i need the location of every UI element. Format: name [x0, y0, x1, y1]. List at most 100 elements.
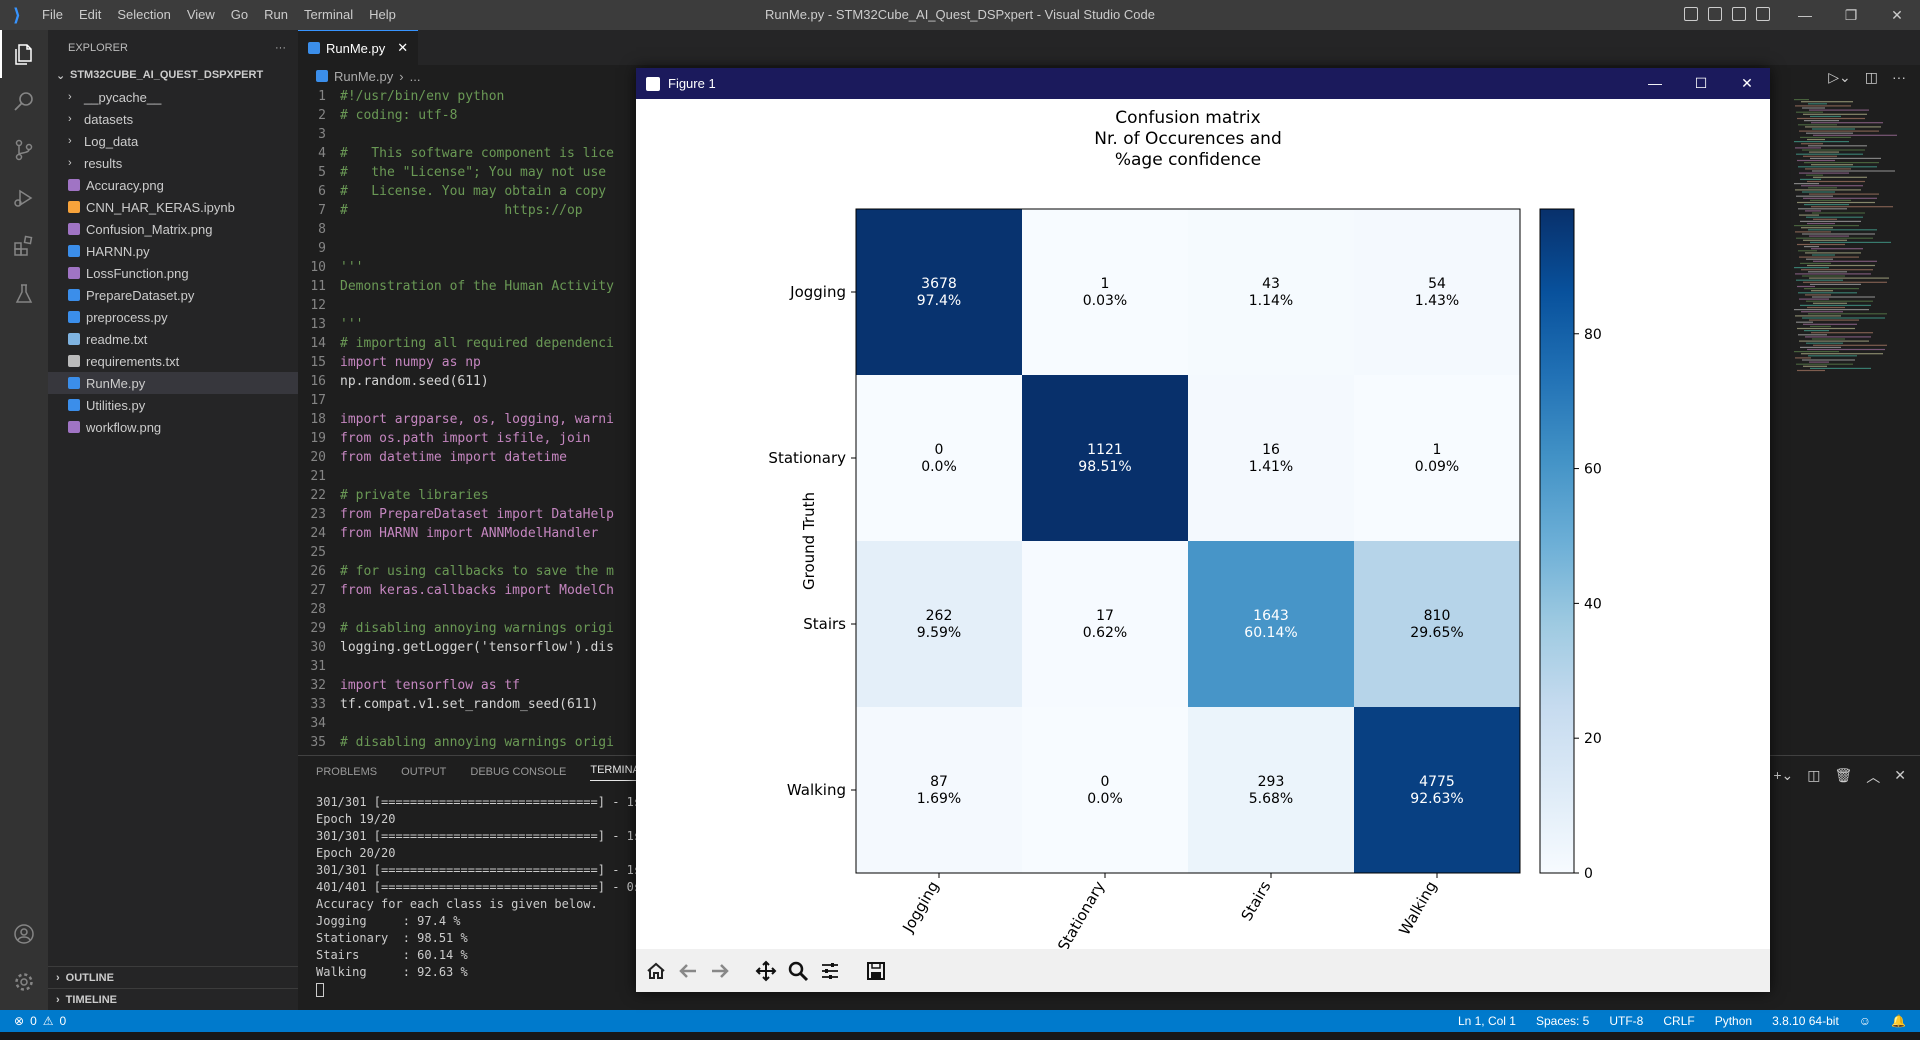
run-debug-icon[interactable] [0, 174, 48, 222]
indentation[interactable]: Spaces: 5 [1535, 1014, 1590, 1028]
tab-problems[interactable]: PROBLEMS [316, 766, 378, 778]
toggle-panel-icon[interactable] [1708, 7, 1722, 21]
file-item[interactable]: workflow.png [48, 416, 298, 438]
timeline-section[interactable]: › TIMELINE [48, 988, 298, 1010]
folder-item[interactable]: › results [48, 152, 298, 174]
line-number: 11 [310, 279, 326, 294]
workspace-root[interactable]: ⌄ STM32CUBE_AI_QUEST_DSPXPERT [48, 65, 298, 86]
file-item[interactable]: LossFunction.png [48, 262, 298, 284]
tab-output[interactable]: OUTPUT [401, 766, 447, 778]
outline-section[interactable]: › OUTLINE [48, 966, 298, 988]
split-editor-icon[interactable]: ◫ [1864, 69, 1878, 85]
minimap-line [1799, 340, 1869, 342]
more-actions-icon[interactable]: ··· [1892, 69, 1906, 85]
file-item[interactable]: PrepareDataset.py [48, 284, 298, 306]
pan-icon[interactable] [752, 957, 780, 985]
extensions-icon[interactable] [0, 222, 48, 270]
search-icon[interactable] [0, 78, 48, 126]
minimize-icon[interactable]: — [1798, 7, 1812, 23]
file-item[interactable]: Accuracy.png [48, 174, 298, 196]
forward-arrow-icon[interactable] [706, 957, 734, 985]
toggle-sidebar-icon[interactable] [1684, 7, 1698, 21]
error-icon[interactable]: ⊗ [14, 1014, 25, 1028]
run-python-file-icon[interactable]: ▷⌄ [1828, 69, 1851, 85]
trash-icon[interactable]: 🗑 [1834, 767, 1853, 783]
explorer-icon[interactable] [0, 30, 48, 78]
figure-maximize-icon[interactable]: ☐ [1694, 75, 1708, 91]
minimap-line [1803, 323, 1857, 325]
testing-icon[interactable] [0, 270, 48, 318]
figure-close-icon[interactable]: ✕ [1741, 75, 1753, 91]
python-interpreter[interactable]: 3.8.10 64-bit [1772, 1014, 1839, 1028]
notifications-icon[interactable]: 🔔 [1891, 1014, 1906, 1028]
file-item[interactable]: Utilities.py [48, 394, 298, 416]
file-item[interactable]: preprocess.py [48, 306, 298, 328]
end-of-line[interactable]: CRLF [1663, 1014, 1695, 1028]
minimap-line [1813, 176, 1867, 178]
close-icon[interactable]: ✕ [1891, 7, 1903, 23]
file-item[interactable]: readme.txt [48, 328, 298, 350]
customize-layout-icon[interactable] [1756, 7, 1770, 21]
minimap-line [1799, 130, 1879, 132]
sidebar-bottom: › OUTLINE › TIMELINE [48, 966, 298, 1010]
language-mode[interactable]: Python [1714, 1014, 1753, 1028]
line-number: 14 [310, 336, 326, 351]
more-actions-icon[interactable]: ··· [275, 41, 286, 54]
zoom-icon[interactable] [784, 957, 812, 985]
encoding[interactable]: UTF-8 [1609, 1014, 1644, 1028]
menu-terminal[interactable]: Terminal [304, 7, 354, 22]
folder-item[interactable]: › datasets [48, 108, 298, 130]
menu-selection[interactable]: Selection [117, 7, 171, 22]
file-item[interactable]: RunMe.py [48, 372, 298, 394]
close-panel-icon[interactable]: ✕ [1894, 767, 1906, 783]
folder-item[interactable]: › Log_data [48, 130, 298, 152]
warning-icon[interactable]: ⚠ [42, 1014, 54, 1028]
file-item[interactable]: requirements.txt [48, 350, 298, 372]
save-icon[interactable] [862, 957, 890, 985]
code-line: 27 from keras.callbacks import ModelCh [298, 581, 638, 600]
minimap-line [1797, 243, 1845, 246]
new-terminal-icon[interactable]: +⌄ [1773, 767, 1794, 783]
tab-debug-console[interactable]: DEBUG CONSOLE [470, 766, 567, 778]
text-icon [68, 355, 80, 367]
menu-file[interactable]: File [42, 7, 63, 22]
home-icon[interactable] [642, 957, 670, 985]
line-text: tf.compat.v1.set_random_seed(611) [340, 697, 599, 712]
toggle-secondary-sidebar-icon[interactable] [1732, 7, 1746, 21]
minimap-line [1808, 187, 1837, 189]
cursor-position[interactable]: Ln 1, Col 1 [1457, 1014, 1516, 1028]
folder-item[interactable]: › __pycache__ [48, 86, 298, 108]
tab-terminal[interactable]: TERMINAL [590, 764, 646, 781]
close-tab-icon[interactable]: ✕ [397, 40, 409, 55]
terminal-output[interactable]: 301/301 [==============================]… [298, 788, 1920, 997]
menu-run[interactable]: Run [264, 7, 288, 22]
warning-count[interactable]: 0 [59, 1014, 67, 1028]
file-item[interactable]: Confusion_Matrix.png [48, 218, 298, 240]
restore-icon[interactable]: ❐ [1844, 7, 1858, 23]
code-editor[interactable]: 1 #!/usr/bin/env python 2 # coding: utf-8 3 4… [298, 87, 638, 777]
minimap-line [1803, 197, 1877, 199]
file-item[interactable]: CNN_HAR_KERAS.ipynb [48, 196, 298, 218]
line-number: 7 [318, 203, 326, 218]
file-item[interactable]: HARNN.py [48, 240, 298, 262]
menu-go[interactable]: Go [230, 7, 249, 22]
tab-runme[interactable]: RunMe.py ✕ [298, 30, 419, 65]
figure-canvas[interactable]: Confusion matrix Nr. of Occurences and %ag… [636, 99, 1770, 971]
accounts-icon[interactable] [0, 910, 48, 958]
breadcrumb-file[interactable]: RunMe.py [334, 68, 394, 84]
figure-minimize-icon[interactable]: — [1648, 75, 1662, 91]
menu-help[interactable]: Help [369, 7, 396, 22]
split-terminal-icon[interactable]: ◫ [1807, 767, 1821, 783]
back-arrow-icon[interactable] [674, 957, 702, 985]
subplots-config-icon[interactable] [816, 957, 844, 985]
settings-gear-icon[interactable] [0, 958, 48, 1006]
breadcrumb-symbol[interactable]: ... [409, 68, 421, 84]
feedback-icon[interactable]: ☺ [1858, 1014, 1872, 1028]
error-count[interactable]: 0 [30, 1014, 37, 1028]
menu-edit[interactable]: Edit [78, 7, 102, 22]
minimap[interactable] [1786, 87, 1904, 777]
line-number: 17 [310, 393, 326, 408]
maximize-panel-icon[interactable]: ︿ [1866, 769, 1881, 785]
source-control-icon[interactable] [0, 126, 48, 174]
menu-view[interactable]: View [186, 7, 215, 22]
